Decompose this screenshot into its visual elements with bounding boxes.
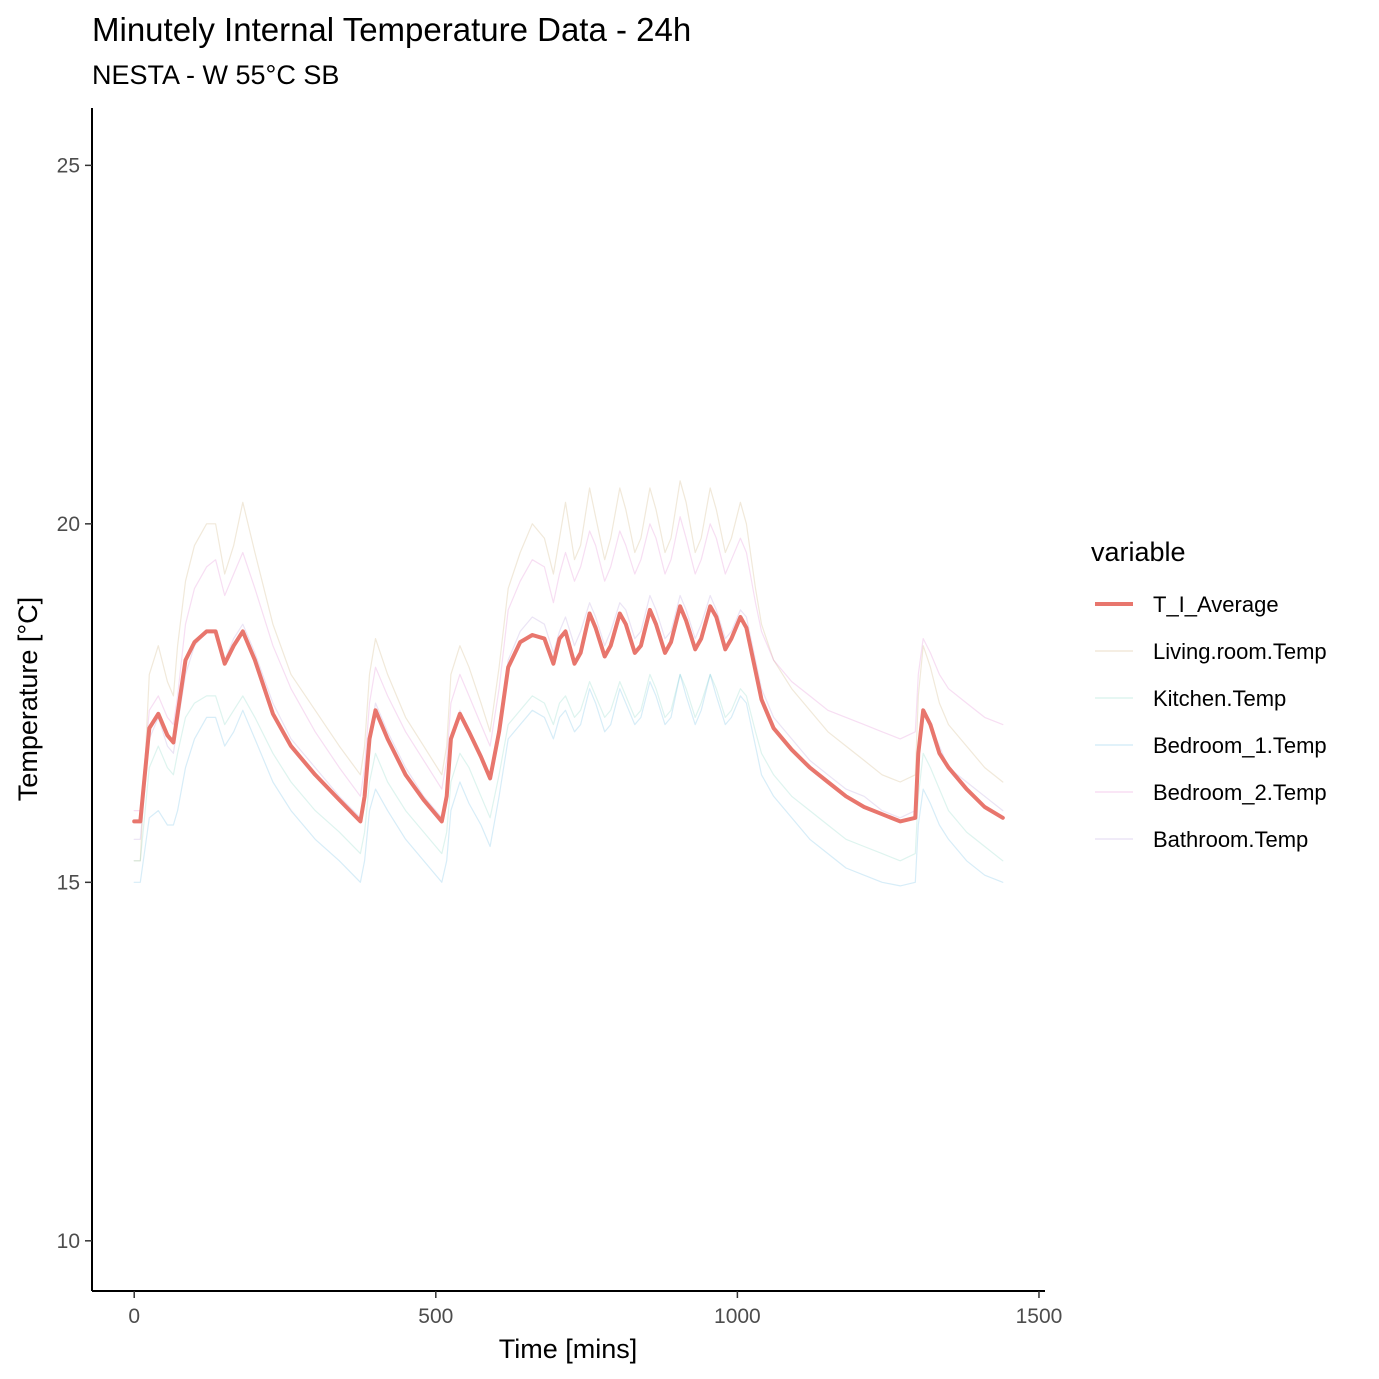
- x-tick-label: 1000: [714, 1305, 761, 1328]
- y-tick-label: 10: [57, 1230, 80, 1253]
- legend-label: Bedroom_1.Temp: [1153, 733, 1327, 758]
- y-tick-label: 15: [57, 871, 80, 894]
- series-line-t-i-average: [132, 604, 1005, 824]
- series-line-bedroom-1-temp: [133, 673, 1004, 887]
- series-line-bathroom-temp: [133, 594, 1004, 840]
- legend-label: Living.room.Temp: [1153, 639, 1327, 664]
- series-line-kitchen-temp: [133, 673, 1004, 862]
- series-layer: [132, 480, 1005, 887]
- x-axis-title: Time [mins]: [499, 1334, 638, 1364]
- x-tick-label: 0: [128, 1305, 140, 1328]
- legend-label: Bedroom_2.Temp: [1153, 780, 1327, 805]
- chart-title: Minutely Internal Temperature Data - 24h: [92, 11, 692, 48]
- legend-label: T_I_Average: [1153, 592, 1279, 617]
- chart-subtitle: NESTA - W 55°C SB: [92, 60, 340, 90]
- y-tick-label: 25: [57, 154, 80, 177]
- legend-title: variable: [1091, 537, 1186, 567]
- axes-layer: 0 500 1000 1500 10 15 20 25: [57, 108, 1063, 1328]
- legend: variable T_I_Average Living.room.Temp Kitc…: [1091, 537, 1327, 852]
- y-tick-label: 20: [57, 513, 80, 536]
- x-tick-label: 1500: [1016, 1305, 1063, 1328]
- series-line-bedroom-2-temp: [133, 516, 1004, 812]
- series-line-living-room-temp: [133, 480, 1004, 862]
- x-tick-label: 500: [418, 1305, 453, 1328]
- y-axis-title: Temperature [°C]: [13, 597, 43, 801]
- legend-label: Kitchen.Temp: [1153, 686, 1286, 711]
- legend-label: Bathroom.Temp: [1153, 827, 1308, 852]
